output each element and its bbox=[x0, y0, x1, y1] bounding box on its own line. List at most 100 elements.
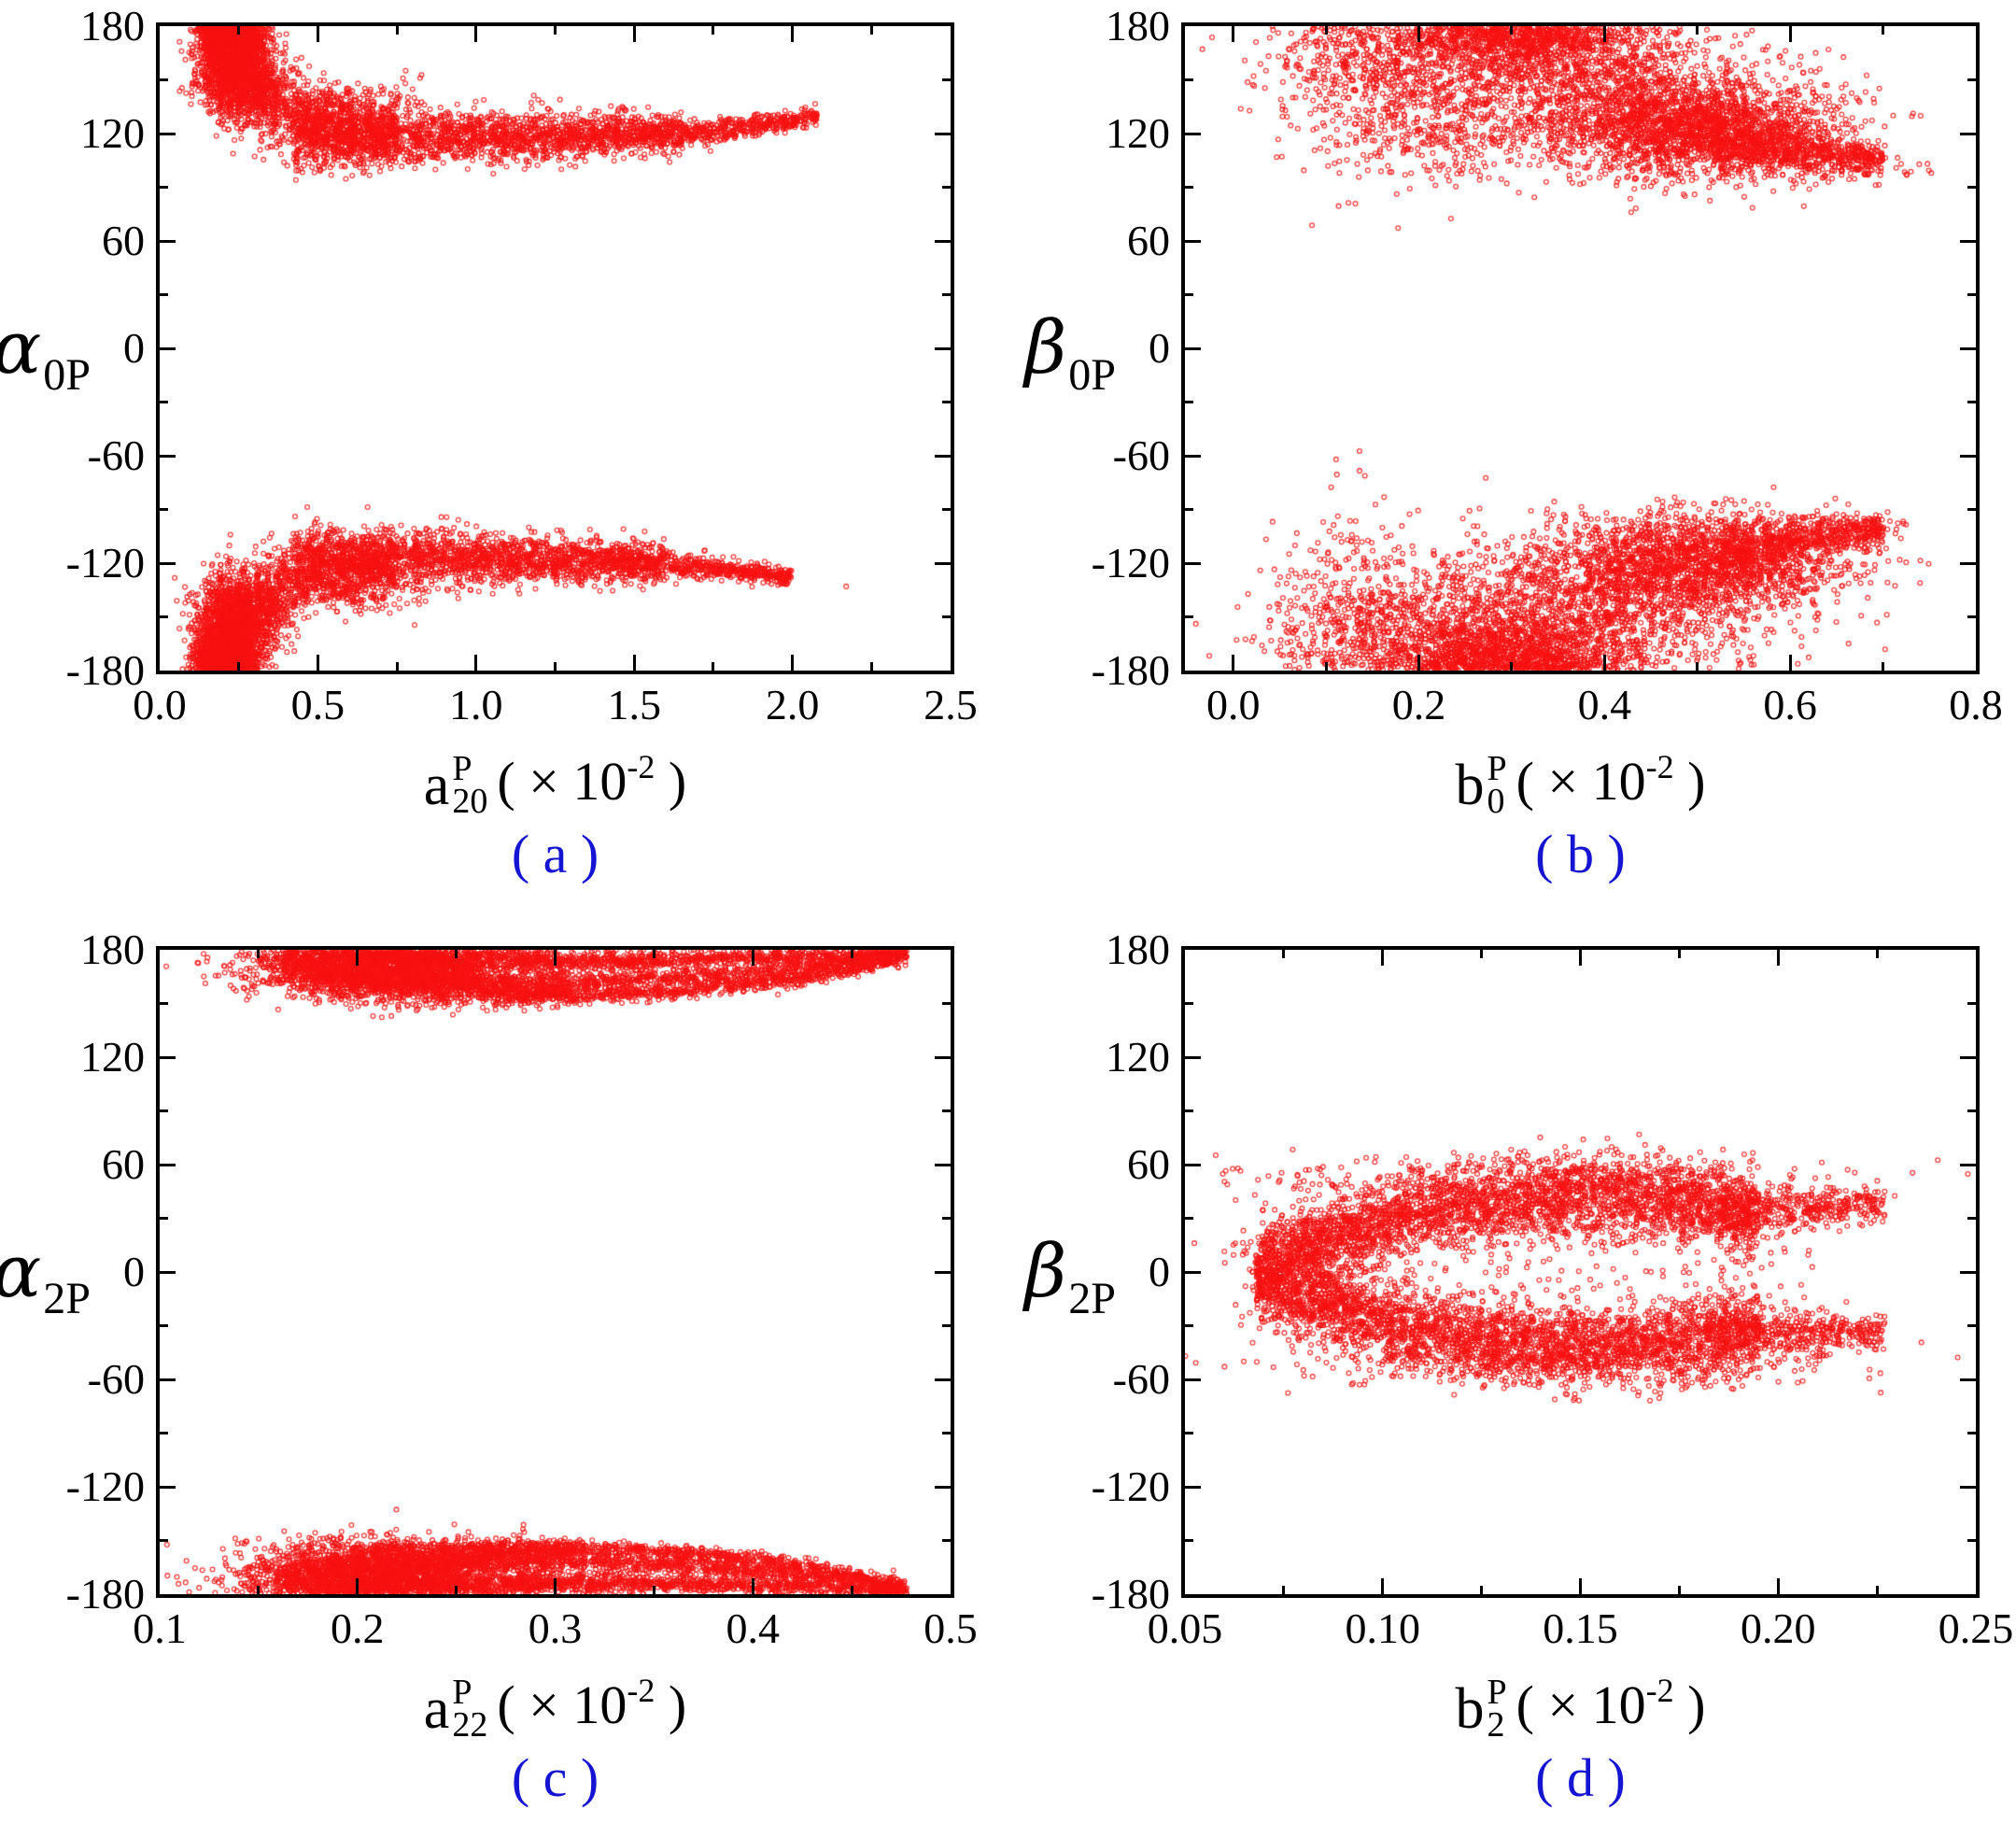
x-axis-tick bbox=[850, 1586, 853, 1594]
y-axis-tick bbox=[942, 1539, 951, 1542]
y-axis-tick bbox=[1960, 454, 1976, 458]
x-axis-tick bbox=[395, 26, 399, 35]
y-axis-tick bbox=[935, 1163, 951, 1166]
panel-b-caption: ( b ) bbox=[1535, 824, 1626, 884]
y-axis-tick bbox=[1185, 1055, 1201, 1059]
x-label-subscript: 22 bbox=[452, 1704, 488, 1745]
y-axis-tick bbox=[160, 132, 176, 135]
x-axis-tick bbox=[1788, 655, 1792, 671]
x-axis-tick bbox=[316, 655, 319, 671]
x-label-unit: ( × 10 bbox=[1516, 1674, 1646, 1735]
y-axis-tick bbox=[1185, 1539, 1193, 1542]
y-axis-tick bbox=[1185, 1324, 1193, 1327]
x-axis-tick bbox=[791, 26, 795, 42]
y-axis-tick bbox=[1185, 239, 1201, 243]
x-label-unit-close: ) bbox=[655, 1674, 687, 1735]
x-label-superscript: P bbox=[1487, 1673, 1507, 1712]
panel-b-plot-area: β0P b P 0( × 10 -2 ) ( b ) 0.0 0.2 0.4 0.6 0.8 1… bbox=[1024, 5, 2003, 882]
y-tick-label: -180 bbox=[65, 646, 145, 694]
x-tick-label: 2.5 bbox=[923, 681, 978, 728]
x-tick-label: 0.4 bbox=[1577, 681, 1632, 728]
x-label-subscript: 20 bbox=[452, 781, 488, 821]
x-tick-label: 0.8 bbox=[1949, 681, 2003, 728]
x-axis-tick bbox=[316, 26, 319, 42]
x-tick-label: 0.1 bbox=[133, 1604, 187, 1652]
y-axis-tick bbox=[160, 1324, 168, 1327]
y-tick-label: 60 bbox=[1127, 1140, 1170, 1188]
x-tick-label: 0.15 bbox=[1543, 1604, 1618, 1652]
x-axis-tick bbox=[869, 662, 873, 671]
y-axis-tick bbox=[942, 615, 951, 618]
y-axis-tick bbox=[935, 346, 951, 350]
y-axis-tick bbox=[1185, 1109, 1193, 1112]
y-axis-tick bbox=[935, 1485, 951, 1489]
y-tick-label: -60 bbox=[1112, 431, 1170, 479]
x-label-unit: ( × 10 bbox=[497, 750, 627, 812]
x-axis-tick bbox=[1602, 655, 1606, 671]
y-axis-tick bbox=[1967, 1109, 1976, 1112]
x-axis-tick bbox=[1381, 1578, 1385, 1594]
y-tick-label: 180 bbox=[1106, 2, 1170, 49]
x-axis-tick bbox=[1677, 1586, 1681, 1594]
x-tick-label: 0.10 bbox=[1345, 1604, 1421, 1652]
y-tick-label: 180 bbox=[80, 2, 145, 49]
panel-c-caption: ( c ) bbox=[511, 1747, 599, 1808]
y-tick-label: 120 bbox=[80, 109, 145, 157]
y-axis-tick bbox=[1967, 401, 1976, 403]
x-axis-tick bbox=[1696, 662, 1699, 671]
y-tick-label: 60 bbox=[1127, 217, 1170, 264]
x-axis-tick bbox=[1232, 655, 1235, 671]
y-axis-tick bbox=[160, 1163, 176, 1166]
x-axis-tick bbox=[1776, 1578, 1780, 1594]
y-axis-tick bbox=[942, 186, 951, 189]
panel-d-x-axis-label: b P 2( × 10 -2 ) bbox=[1456, 1673, 1706, 1743]
x-axis-tick bbox=[1882, 26, 1885, 35]
y-axis-tick bbox=[1960, 1378, 1976, 1381]
y-axis-tick bbox=[160, 1485, 176, 1489]
x-label-exponent: -2 bbox=[627, 1671, 656, 1709]
y-axis-tick bbox=[1967, 293, 1976, 296]
y-axis-tick bbox=[935, 132, 951, 135]
x-tick-label: 0.05 bbox=[1147, 1604, 1223, 1652]
y-axis-tick bbox=[160, 186, 168, 189]
y-axis-tick bbox=[935, 454, 951, 458]
y-label-subscript: 0P bbox=[43, 350, 91, 400]
x-axis-tick bbox=[1324, 662, 1328, 671]
panel-b-y-axis-label: β0P bbox=[1024, 312, 1116, 398]
x-axis-tick bbox=[554, 1578, 557, 1594]
x-axis-tick bbox=[1282, 1586, 1286, 1594]
x-axis-tick bbox=[1579, 950, 1582, 966]
panel-a-caption: ( a ) bbox=[511, 824, 599, 884]
y-axis-tick bbox=[935, 1055, 951, 1059]
y-axis-tick bbox=[1185, 401, 1193, 403]
panel-a-y-axis-label: α0P bbox=[0, 312, 91, 398]
y-tick-label: -120 bbox=[65, 539, 145, 586]
panel-b-scatter-canvas bbox=[1185, 26, 1976, 671]
y-axis-tick bbox=[1960, 1163, 1976, 1166]
x-tick-label: 0.0 bbox=[133, 681, 187, 728]
panel-d-scatter-canvas bbox=[1185, 950, 1976, 1594]
y-axis-tick bbox=[1960, 1485, 1976, 1489]
y-tick-label: 0 bbox=[123, 324, 145, 372]
y-axis-tick bbox=[942, 1109, 951, 1112]
y-tick-label: 0 bbox=[1149, 1248, 1170, 1295]
x-axis-tick bbox=[257, 950, 261, 958]
x-axis-tick bbox=[455, 950, 458, 958]
y-axis-tick bbox=[1960, 561, 1976, 565]
y-axis-tick bbox=[1960, 1270, 1976, 1274]
x-axis-tick bbox=[257, 1586, 261, 1594]
panel-a-scatter-canvas bbox=[160, 26, 951, 671]
y-tick-label: -60 bbox=[87, 431, 145, 479]
y-axis-tick bbox=[160, 293, 168, 296]
x-axis-tick bbox=[1232, 26, 1235, 42]
y-tick-label: 120 bbox=[1106, 109, 1170, 157]
y-axis-tick bbox=[1960, 1055, 1976, 1059]
y-axis-tick bbox=[1185, 615, 1193, 618]
x-axis-tick bbox=[869, 26, 873, 35]
y-axis-tick bbox=[1967, 1432, 1976, 1434]
x-tick-label: 0.0 bbox=[1205, 681, 1261, 728]
x-axis-tick bbox=[1875, 950, 1879, 958]
y-axis-tick bbox=[942, 78, 951, 81]
x-axis-tick bbox=[1381, 950, 1385, 966]
x-axis-tick bbox=[1677, 950, 1681, 958]
